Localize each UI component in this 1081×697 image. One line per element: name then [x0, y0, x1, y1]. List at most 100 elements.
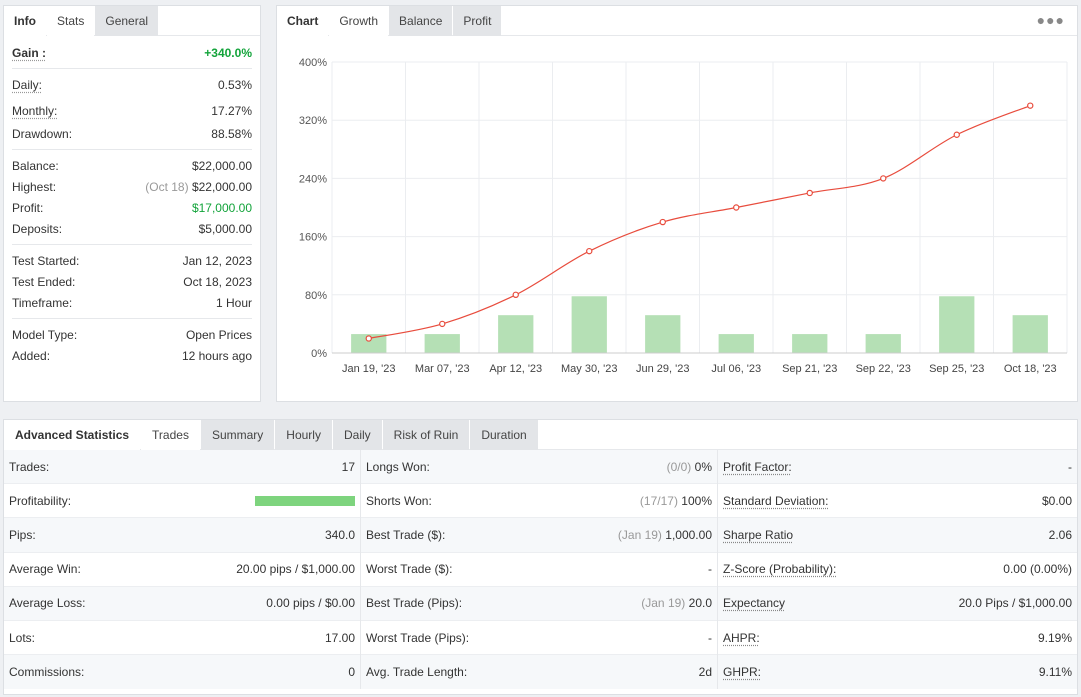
monthly-row: Monthly: 17.27%	[12, 100, 252, 121]
bar	[424, 334, 460, 353]
stat-row: Profit Factor: -	[718, 450, 1077, 485]
timeframe-label: Timeframe:	[12, 295, 73, 310]
profit-value: $17,000.00	[191, 200, 252, 215]
data-point	[659, 218, 666, 226]
bar	[718, 334, 754, 353]
data-point	[953, 131, 960, 138]
tab-chart[interactable]: Chart	[277, 6, 329, 36]
tab-profit[interactable]: Profit	[453, 6, 502, 36]
stat-label-link[interactable]: Sharpe Ratio	[723, 527, 794, 542]
stat-label: Best Trade (Pips):	[366, 596, 463, 611]
stat-value-group: (Jan 19) 1,000.00	[618, 528, 712, 542]
stat-value: 100%	[681, 493, 712, 508]
more-dots-icon[interactable]: ●●●	[1036, 12, 1065, 28]
profit-row: Profit: $17,000.00	[12, 197, 252, 218]
stat-note: (Jan 19)	[617, 527, 662, 542]
stat-value: -	[708, 562, 712, 577]
stat-row: GHPR: 9.11%	[718, 655, 1077, 690]
stat-row: Trades: 17	[4, 450, 360, 485]
x-tick-label: May 30, '23	[561, 363, 618, 375]
gain-row: Gain : +340.0%	[12, 42, 252, 63]
highest-date: (Oct 18)	[145, 179, 189, 194]
monthly-label[interactable]: Monthly:	[12, 103, 58, 118]
highest-value: $22,000.00	[191, 179, 252, 194]
stat-value: 340.0	[324, 527, 355, 542]
tab-balance[interactable]: Balance	[389, 6, 453, 36]
data-point	[733, 204, 740, 211]
stat-label: Avg. Trade Length:	[366, 665, 468, 680]
stat-label-link[interactable]: Z-Score (Probability):	[723, 562, 837, 577]
gain-value: +340.0%	[204, 45, 252, 60]
stat-label: Best Trade ($):	[366, 527, 446, 542]
info-tabs: Info Stats General	[4, 6, 260, 36]
y-tick-label: 400%	[299, 57, 327, 69]
tab-trades[interactable]: Trades	[141, 420, 200, 450]
x-tick-label: Sep 25, '23	[929, 363, 984, 375]
stat-label-link[interactable]: Profit Factor:	[723, 459, 792, 474]
gain-label[interactable]: Gain :	[12, 45, 47, 60]
stat-value-group: (Jan 19) 20.0	[641, 596, 712, 610]
highest-label: Highest:	[12, 179, 57, 194]
bar	[939, 296, 975, 353]
stat-value: -	[708, 630, 712, 645]
drawdown-value: 88.58%	[211, 126, 252, 141]
tab-hourly[interactable]: Hourly	[275, 420, 332, 450]
stat-label: Profitability:	[9, 493, 72, 508]
test-ended-label: Test Ended:	[12, 274, 76, 289]
highest-row: Highest: (Oct 18) $22,000.00	[12, 176, 252, 197]
stat-row: Z-Score (Probability): 0.00 (0.00%)	[718, 553, 1077, 587]
stat-row: Longs Won: (0/0) 0%	[361, 450, 717, 485]
tab-stats[interactable]: Stats	[47, 6, 95, 36]
added-label: Added:	[12, 348, 51, 363]
stat-value: 2.06	[1048, 527, 1072, 542]
added-row: Added: 12 hours ago	[12, 345, 252, 366]
bar	[1012, 315, 1048, 353]
drawdown-label: Drawdown:	[12, 126, 73, 141]
deposits-label: Deposits:	[12, 221, 63, 236]
divider	[12, 68, 252, 69]
profitability-bar	[255, 495, 355, 506]
divider	[12, 318, 252, 319]
bar	[498, 315, 534, 353]
stat-row: Pips: 340.0	[4, 518, 360, 553]
tab-growth[interactable]: Growth	[329, 6, 389, 36]
x-tick-label: Jan 19, '23	[342, 363, 395, 375]
test-started-value: Jan 12, 2023	[182, 253, 252, 268]
tab-general[interactable]: General	[95, 6, 159, 36]
timeframe-value: 1 Hour	[215, 295, 252, 310]
tab-info[interactable]: Info	[4, 6, 46, 36]
stat-label: Commissions:	[9, 665, 85, 680]
tab-daily[interactable]: Daily	[332, 420, 382, 450]
stat-label: Average Win:	[9, 562, 81, 577]
stat-value: 9.19%	[1037, 630, 1072, 645]
test-started-label: Test Started:	[12, 253, 80, 268]
chart-panel: Chart Growth Balance Profit ●●● 0% 80% 160…	[276, 5, 1078, 402]
stat-label: Trades:	[9, 459, 50, 474]
stat-label: Shorts Won:	[366, 493, 432, 508]
stat-value: 9.11%	[1038, 665, 1072, 680]
tab-summary[interactable]: Summary	[200, 420, 275, 450]
stat-value-group: (17/17) 100%	[640, 494, 712, 508]
deposits-value: $5,000.00	[198, 221, 252, 236]
stat-value: 0	[348, 665, 355, 680]
daily-label[interactable]: Daily:	[12, 77, 43, 92]
stat-note: (0/0)	[666, 459, 692, 474]
stat-row: Avg. Trade Length: 2d	[361, 655, 717, 690]
monthly-value: 17.27%	[211, 103, 252, 118]
tab-duration[interactable]: Duration	[470, 420, 538, 450]
tab-advanced-statistics[interactable]: Advanced Statistics	[4, 420, 141, 450]
bar	[865, 334, 901, 353]
stat-row: Best Trade ($): (Jan 19) 1,000.00	[361, 518, 717, 553]
data-point	[806, 189, 813, 197]
deposits-row: Deposits: $5,000.00	[12, 218, 252, 239]
stat-label-link[interactable]: GHPR:	[723, 665, 762, 680]
y-tick-label: 0%	[311, 348, 327, 360]
stat-value: 20.0 Pips / $1,000.00	[958, 596, 1072, 611]
tab-risk-of-ruin[interactable]: Risk of Ruin	[382, 420, 470, 450]
stat-label-link[interactable]: Expectancy	[723, 596, 786, 611]
stats-grid: Trades: 17 Profitability: Pips: 340.0 Average…	[4, 450, 1077, 690]
stat-note: (17/17)	[639, 493, 678, 508]
stat-label-link[interactable]: AHPR:	[723, 630, 760, 645]
stat-label-link[interactable]: Standard Deviation:	[723, 493, 829, 508]
stat-row: Lots: 17.00	[4, 621, 360, 656]
